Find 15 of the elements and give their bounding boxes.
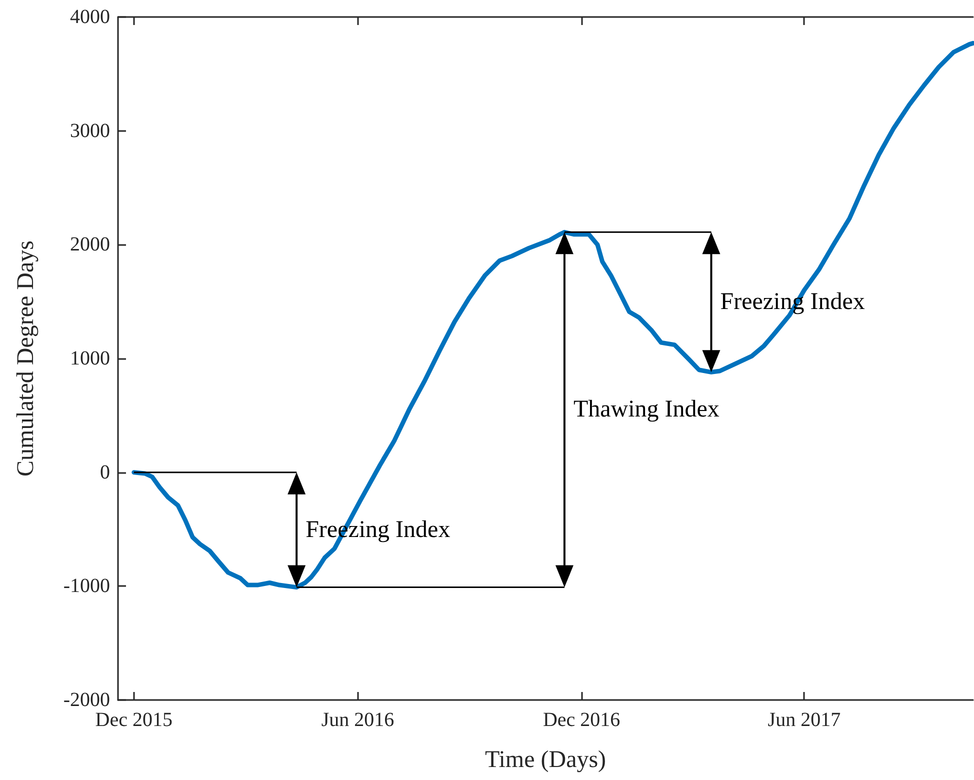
y-tick-label: 1000 <box>70 348 110 370</box>
y-axis-title: Cumulated Degree Days <box>13 240 39 476</box>
x-axis-title: Time (Days) <box>484 747 606 773</box>
line-series <box>132 40 974 590</box>
y-tick-label: 3000 <box>70 120 110 142</box>
x-tick-label: Dec 2015 <box>95 709 173 731</box>
x-tick-label: Jun 2016 <box>321 709 394 731</box>
y-tick-label: 0 <box>100 461 110 484</box>
y-tick-label: -1000 <box>63 575 110 598</box>
x-tick-label: Jun 2017 <box>768 709 841 731</box>
x-tick-label: Dec 2016 <box>542 709 620 731</box>
y-tick-label: 4000 <box>70 6 110 28</box>
y-tick-label: 2000 <box>70 234 110 256</box>
annotation: Thawing Index <box>573 396 720 423</box>
y-tick-label: -2000 <box>63 689 110 711</box>
